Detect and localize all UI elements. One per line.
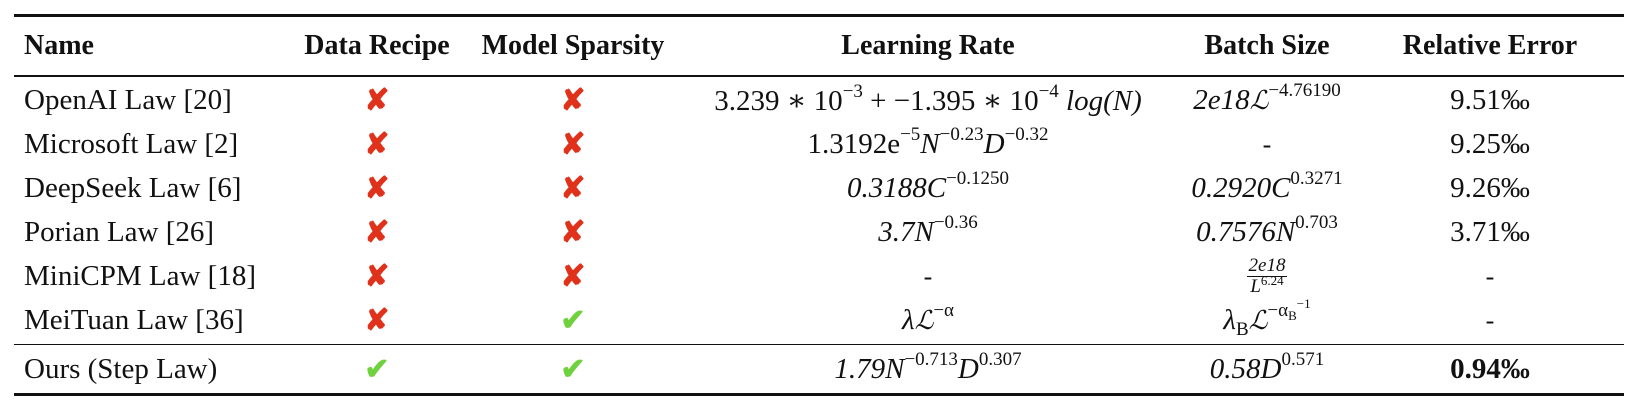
header-name: Name <box>24 30 94 61</box>
header-model-sparsity: Model Sparsity <box>481 30 665 61</box>
check-icon: ✔ <box>560 304 586 337</box>
relative-error: 9.26‰ <box>1450 172 1530 204</box>
row-name: Ours (Step Law) <box>24 352 218 385</box>
row-name: Porian Law [26] <box>24 216 215 248</box>
table-row: Microsoft Law [2] ✘ ✘ 1.3192e−5N−0.23D−0… <box>14 123 1624 167</box>
learning-rate-formula: 1.79N−0.713D0.307 <box>834 348 1022 385</box>
cross-icon: ✘ <box>364 172 390 205</box>
batch-size-formula: 0.2920C0.3271 <box>1191 168 1343 204</box>
batch-size-formula: λBℒ−αB−1 <box>1223 296 1311 340</box>
batch-size-formula: 0.58D0.571 <box>1209 348 1325 385</box>
cross-icon: ✘ <box>560 260 586 293</box>
learning-rate-formula: 3.239 ∗ 10−3 + −1.395 ∗ 10−4 log(N) <box>714 81 1142 117</box>
table-row: DeepSeek Law [6] ✘ ✘ 0.3188C−0.1250 0.29… <box>14 167 1624 211</box>
row-name: OpenAI Law [20] <box>24 84 232 116</box>
relative-error: - <box>1485 305 1495 335</box>
learning-rate-formula: 0.3188C−0.1250 <box>846 168 1010 204</box>
table-row: OpenAI Law [20] ✘ ✘ 3.239 ∗ 10−3 + −1.39… <box>14 79 1624 123</box>
section-rule <box>14 343 1624 345</box>
top-rule <box>14 14 1624 17</box>
table-row: Porian Law [26] ✘ ✘ 3.7N−0.36 0.7576N0.7… <box>14 211 1624 255</box>
relative-error: - <box>1485 261 1495 291</box>
header-row: Name Data Recipe Model Sparsity Learning… <box>14 17 1624 75</box>
header-learning-rate: Learning Rate <box>841 30 1015 61</box>
cross-icon: ✘ <box>364 260 390 293</box>
cross-icon: ✘ <box>560 128 586 161</box>
cross-icon: ✘ <box>364 304 390 337</box>
row-name: MiniCPM Law [18] <box>24 260 256 292</box>
cross-icon: ✘ <box>364 216 390 249</box>
relative-error: 9.51‰ <box>1450 84 1530 116</box>
fraction: 2e18 L6.24 <box>1246 255 1288 297</box>
results-table: Name Data Recipe Model Sparsity Learning… <box>14 14 1624 396</box>
learning-rate-formula: 3.7N−0.36 <box>878 212 978 248</box>
cross-icon: ✘ <box>560 172 586 205</box>
row-name: DeepSeek Law [6] <box>24 172 242 204</box>
cross-icon: ✘ <box>560 84 586 117</box>
bottom-rule <box>14 393 1624 396</box>
header-batch-size: Batch Size <box>1204 30 1330 61</box>
batch-size-formula: 2e18 L6.24 <box>1178 256 1356 297</box>
cross-icon: ✘ <box>560 216 586 249</box>
learning-rate-formula: λℒ−α <box>902 300 954 336</box>
header-rule <box>14 75 1624 77</box>
relative-error: 0.94‰ <box>1450 352 1530 385</box>
row-name: MeiTuan Law [36] <box>24 304 244 336</box>
cross-icon: ✘ <box>364 84 390 117</box>
table-row: MiniCPM Law [18] ✘ ✘ - 2e18 L6.24 - <box>14 255 1624 299</box>
header-relative-error: Relative Error <box>1402 30 1578 61</box>
table-row-ours: Ours (Step Law) ✔ ✔ 1.79N−0.713D0.307 0.… <box>14 345 1624 393</box>
relative-error: 9.25‰ <box>1450 128 1530 160</box>
batch-size-formula: 0.7576N0.703 <box>1196 212 1338 248</box>
check-icon: ✔ <box>560 352 586 386</box>
batch-size-formula: - <box>1262 129 1272 159</box>
learning-rate-formula: - <box>923 261 933 291</box>
relative-error: 3.71‰ <box>1450 216 1530 248</box>
header-data-recipe: Data Recipe <box>304 30 450 61</box>
row-name: Microsoft Law [2] <box>24 128 239 160</box>
batch-size-formula: 2e18ℒ−4.76190 <box>1193 80 1341 116</box>
check-icon: ✔ <box>364 352 390 386</box>
cross-icon: ✘ <box>364 128 390 161</box>
table-row: MeiTuan Law [36] ✘ ✔ λℒ−α λBℒ−αB−1 - <box>14 296 1624 343</box>
learning-rate-formula: 1.3192e−5N−0.23D−0.32 <box>807 124 1049 160</box>
